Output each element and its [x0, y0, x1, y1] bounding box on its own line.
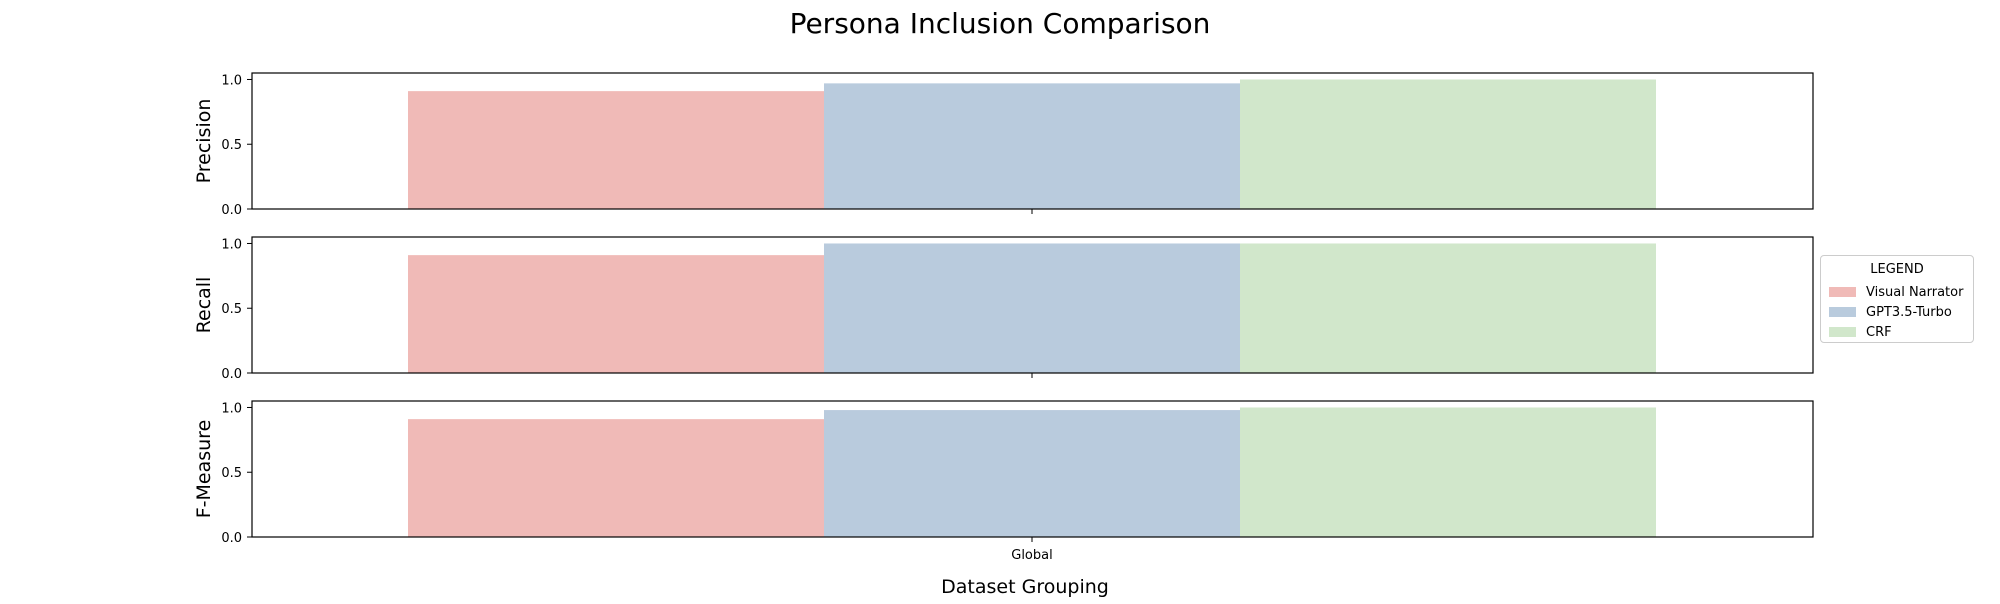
- legend-swatch: [1829, 327, 1856, 337]
- y-tick-label: 1.0: [221, 237, 242, 252]
- subplot-f-measure: 0.0 0.5 1.0 F-Measure Global: [193, 400, 1814, 563]
- bar-visual-narrator: [408, 91, 824, 209]
- y-tick-label: 0.5: [221, 302, 242, 317]
- legend-label: Visual Narrator: [1866, 284, 1964, 300]
- y-axis-label: Precision: [193, 99, 215, 184]
- y-axis-label: Recall: [193, 277, 215, 334]
- bar-gpt3-5-turbo: [824, 83, 1240, 209]
- subplot-precision: 0.0 0.5 1.0 Precision: [193, 72, 1814, 218]
- y-tick-label: 0.0: [221, 367, 242, 382]
- bar-gpt3-5-turbo: [824, 243, 1240, 373]
- y-tick-label: 0.5: [221, 466, 242, 481]
- y-tick-label: 0.5: [221, 138, 242, 153]
- bar-visual-narrator: [408, 419, 824, 537]
- legend-title: LEGEND: [1870, 262, 1924, 277]
- y-tick-label: 0.0: [221, 531, 242, 546]
- bar-gpt3-5-turbo: [824, 410, 1240, 537]
- x-axis-label: Dataset Grouping: [941, 576, 1109, 598]
- chart-title: Persona Inclusion Comparison: [790, 7, 1211, 40]
- y-axis-label: F-Measure: [193, 420, 215, 519]
- legend: LEGEND Visual Narrator GPT3.5-Turbo CRF: [1820, 255, 1974, 343]
- legend-swatch: [1829, 287, 1856, 297]
- legend-item-gpt35-turbo: GPT3.5-Turbo: [1829, 303, 1952, 321]
- subplots: 0.0 0.5 1.0 Precision 0.0 0.5 1.0 Recall 0.0 0.5 1…: [193, 72, 1814, 563]
- legend-item-visual-narrator: Visual Narrator: [1829, 283, 1963, 301]
- y-tick-label: 0.0: [221, 203, 242, 218]
- legend-swatch: [1829, 307, 1856, 317]
- bar-visual-narrator: [408, 255, 824, 373]
- bar-crf: [1240, 243, 1656, 373]
- subplot-recall: 0.0 0.5 1.0 Recall: [193, 236, 1814, 382]
- bar-crf: [1240, 407, 1656, 537]
- legend-label: CRF: [1866, 324, 1892, 340]
- legend-item-crf: CRF: [1829, 323, 1892, 341]
- x-tick-label: Global: [1011, 548, 1052, 563]
- y-tick-label: 1.0: [221, 73, 242, 88]
- y-tick-label: 1.0: [221, 401, 242, 416]
- legend-label: GPT3.5-Turbo: [1866, 304, 1952, 320]
- bar-crf: [1240, 79, 1656, 209]
